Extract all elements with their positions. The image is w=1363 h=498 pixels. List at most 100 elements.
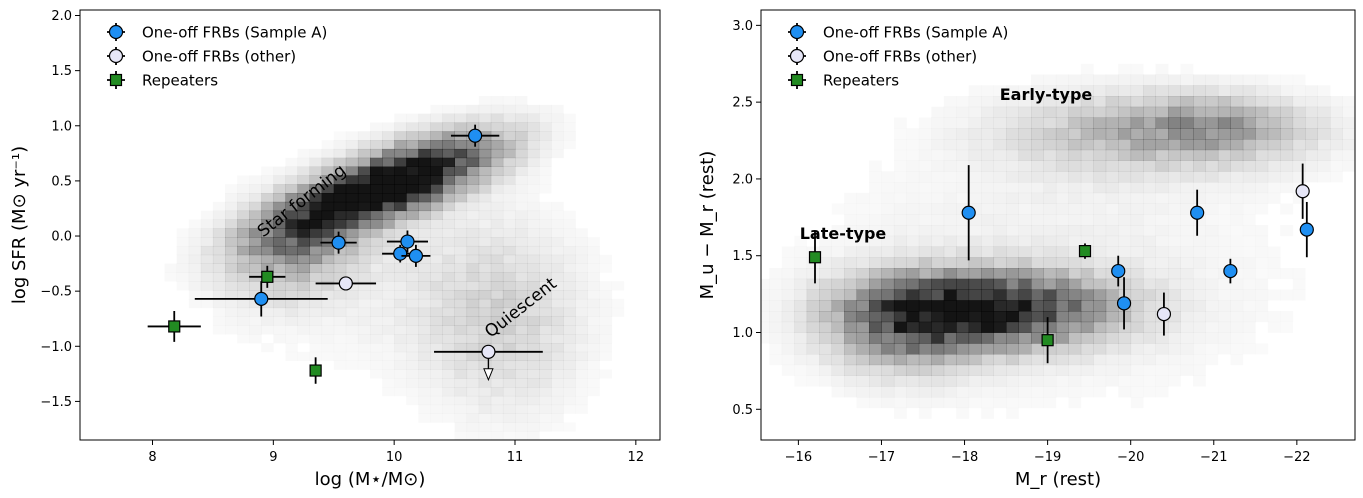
density-cell [418,263,431,273]
density-cell [527,325,540,335]
density-cell [527,369,540,379]
density-cell [200,254,214,264]
density-cell [1055,235,1069,247]
density-cell [527,422,539,431]
circle-marker [331,235,346,250]
density-cell [1143,74,1157,86]
density-cell [1180,96,1194,108]
density-cell [1130,203,1144,215]
density-cell [1068,343,1082,355]
density-cell [1080,311,1094,323]
density-cell [430,387,442,396]
density-cell [931,278,945,290]
density-cell [575,342,588,353]
density-cell [587,334,600,344]
density-cell [956,128,970,140]
density-cell [515,342,528,353]
density-cell [1043,235,1057,247]
density-cell [806,332,820,344]
density-cell [968,246,982,258]
density-cell [918,321,932,333]
density-cell [261,290,274,300]
density-cell [1068,300,1082,312]
density-cell [819,354,833,366]
density-cell [956,193,969,204]
density-cell [1006,397,1019,408]
density-cell [1031,364,1044,376]
density-cell [539,184,551,193]
density-cell [515,334,528,344]
density-cell [968,160,982,172]
density-cell [1093,117,1107,129]
density-cell [261,245,274,256]
density-cell [869,193,882,204]
density-cell [406,360,419,370]
repeater-point [808,231,822,284]
density-cell [1118,64,1131,75]
density-cell [333,307,347,317]
density-cell [1317,96,1331,108]
density-cell [869,204,882,215]
density-cell [1068,171,1082,183]
density-cell [1180,160,1194,172]
density-cell [968,139,982,151]
density-cell [515,166,528,176]
density-cell [466,228,480,238]
density-cell [956,268,970,280]
density-cell [918,354,932,366]
density-cell [1080,85,1094,97]
density-cell [1118,171,1132,183]
density-cell [454,360,468,370]
density-cell [1068,192,1082,204]
density-cell [382,254,395,264]
density-cell [918,246,932,258]
density-cell [1130,332,1144,344]
density-cell [943,321,957,333]
density-cell [249,298,262,309]
density-cell [454,219,468,229]
density-cell [575,307,588,317]
density-cell [406,387,418,396]
density-cell [1105,354,1119,366]
density-cell [1055,149,1069,161]
density-cell [394,114,406,123]
density-cell [1242,96,1256,108]
circle-marker [961,205,976,220]
density-cell [454,281,468,291]
density-cell [527,431,539,440]
density-cell [490,166,504,176]
frb-point [1299,201,1314,258]
density-cell [551,351,564,362]
density-cell [515,378,528,388]
density-cell [844,246,857,258]
density-cell [177,237,189,246]
density-cell [881,257,895,269]
density-cell [443,414,455,423]
density-cell [1006,225,1019,237]
density-cell [466,290,480,300]
density-cell [1068,278,1082,290]
density-cell [1280,311,1293,322]
density-cell [1143,85,1157,97]
density-cell [1155,203,1169,215]
density-cell [442,342,455,353]
density-cell [430,316,443,326]
density-cell [418,140,431,150]
density-cell [931,386,945,398]
density-cell [297,166,310,176]
density-cell [1093,160,1107,172]
density-cell [769,343,782,354]
density-cell [993,278,1007,290]
density-cell [418,245,431,256]
density-cell [200,290,214,300]
density-cell [490,272,504,282]
density-cell [430,228,443,238]
density-cell [490,148,504,159]
density-cell [1055,268,1069,280]
density-cell [844,311,857,323]
density-cell [794,321,808,333]
density-cell [345,193,359,203]
density-cell [502,201,516,212]
density-cell [527,219,540,229]
density-cell [430,414,442,423]
